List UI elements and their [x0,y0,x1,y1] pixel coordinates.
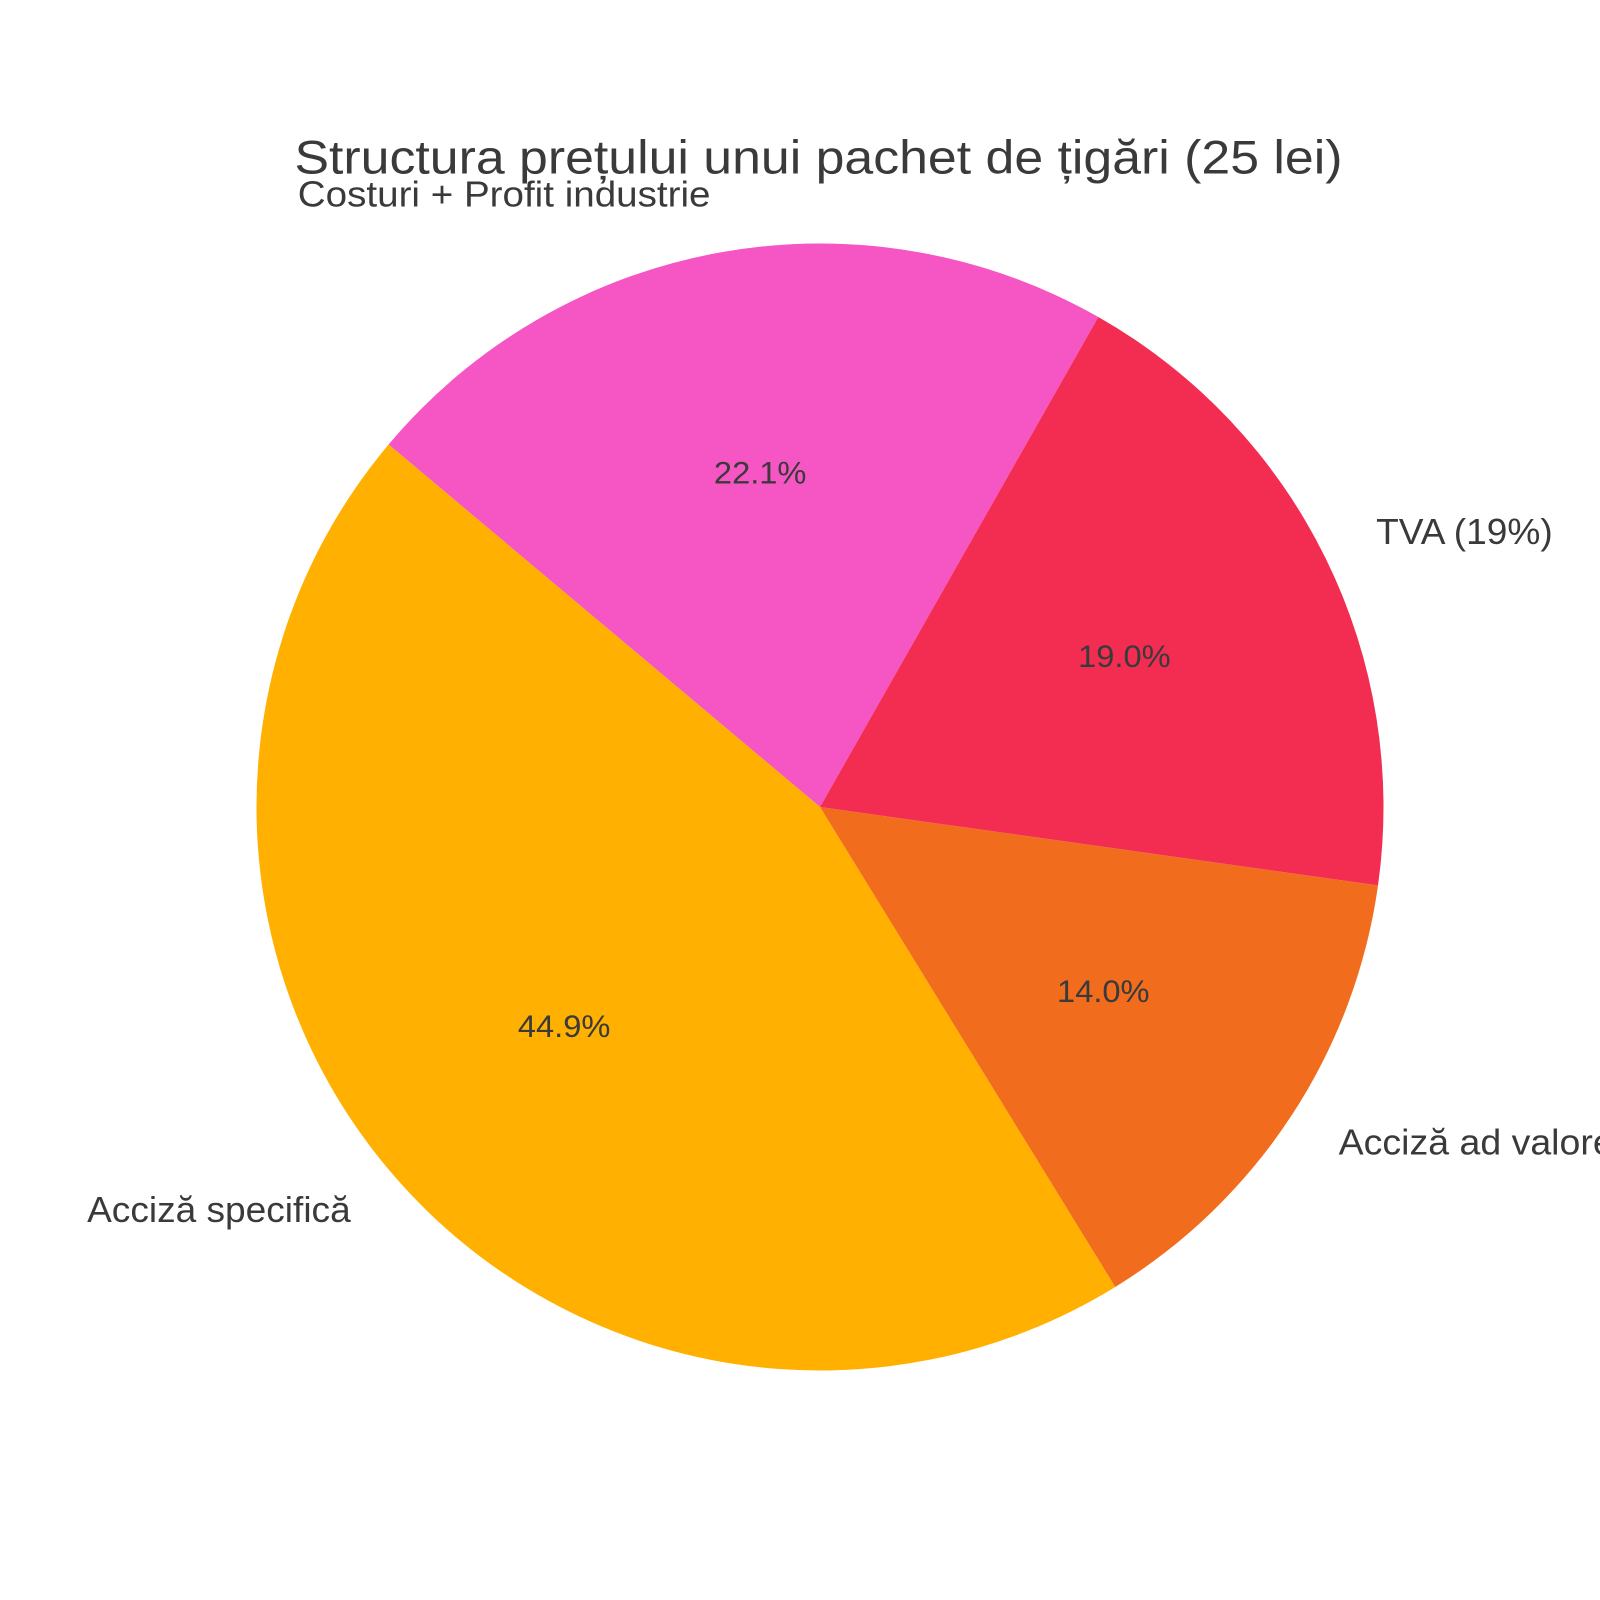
svg-text:22.1%: 22.1% [714,455,807,490]
svg-text:TVA (19%): TVA (19%) [1376,512,1553,552]
svg-text:Costuri + Profit industrie: Costuri + Profit industrie [298,175,711,215]
svg-text:19.0%: 19.0% [1078,639,1171,674]
svg-text:44.9%: 44.9% [518,1009,611,1044]
svg-text:14.0%: 14.0% [1057,974,1150,1009]
svg-text:Acciză specifică: Acciză specifică [87,1190,351,1230]
svg-text:Structura prețului unui pachet: Structura prețului unui pachet de țigări… [295,130,1343,183]
svg-text:Acciză ad valorem (14%): Acciză ad valorem (14%) [1339,1123,1600,1163]
